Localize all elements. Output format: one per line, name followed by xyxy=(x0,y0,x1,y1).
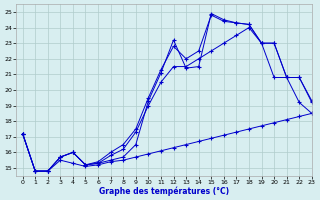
X-axis label: Graphe des températures (°C): Graphe des températures (°C) xyxy=(99,186,229,196)
